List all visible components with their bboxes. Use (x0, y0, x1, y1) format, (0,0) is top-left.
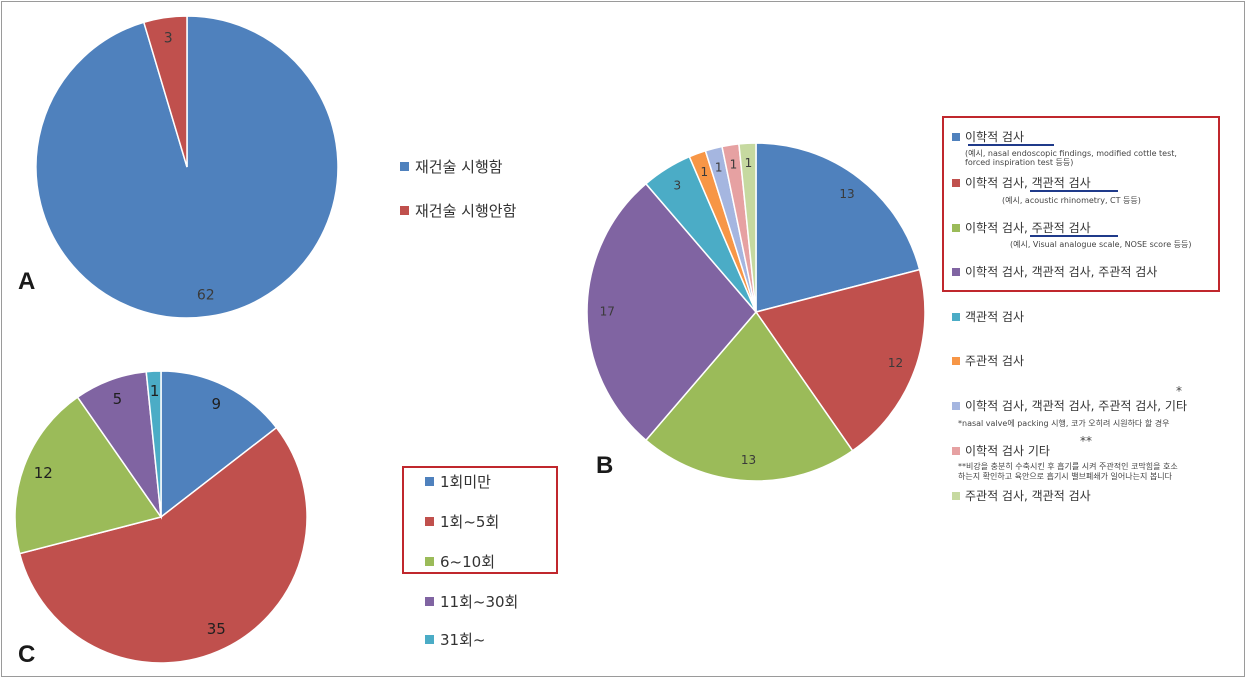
legend-b-item: 주관적 검사, 객관적 검사 (952, 487, 1091, 504)
legend-swatch (425, 557, 434, 566)
legend-b-footnote-2b: 하는지 확인하고 육안으로 흡기시 밸브폐쇄가 일어나는지 봅니다 (958, 472, 1172, 481)
legend-b-item: 이학적 검사, 주관적 검사 (952, 219, 1091, 236)
legend-b-item: 이학적 검사, 객관적 검사 (952, 174, 1091, 191)
legend-c-label-3: 11회~30회 (440, 593, 519, 611)
legend-a-label-1: 재건술 시행안함 (415, 202, 517, 220)
legend-swatch (952, 267, 960, 276)
pie-c-data-label-1: 35 (207, 620, 226, 638)
legend-b-label-2: 이학적 검사, 주관적 검사 (965, 221, 1091, 235)
legend-b-item: 객관적 검사 (952, 308, 1024, 325)
legend-b-item: 이학적 검사 (952, 128, 1024, 145)
legend-b-highlight-box (942, 116, 1220, 292)
legend-b-star-1: * (1176, 384, 1182, 398)
pie-b-slice-3 (586, 182, 757, 442)
legend-a-item: 재건술 시행안함 (400, 200, 516, 221)
legend-b-footnote-2a: **비강을 충분히 수축시킨 후 흡기를 시켜 주관적인 코막힘을 호소 (958, 462, 1178, 471)
underline-mark (1030, 235, 1118, 237)
pie-c-data-label-0: 9 (212, 395, 222, 413)
panel-label-b: B (596, 452, 614, 479)
pie-b-data-label-0: 13 (839, 187, 854, 201)
pie-b-data-label-4: 3 (674, 178, 682, 192)
legend-c-item: 31회~ (425, 629, 485, 650)
pie-b-data-label-1: 12 (888, 356, 903, 370)
legend-swatch (952, 401, 960, 410)
legend-c-item: 6~10회 (425, 551, 495, 572)
legend-b-item: 이학적 검사 기타 (952, 442, 1050, 459)
legend-c-highlight-box (402, 466, 558, 574)
legend-b-footnote-1: *nasal valve에 packing 시행, 코가 오히려 시원하다 할 … (958, 419, 1170, 428)
pie-b-slice-1 (754, 268, 926, 452)
pie-b-slice-2 (644, 310, 854, 482)
legend-a-label-0: 재건술 시행함 (415, 158, 503, 176)
legend-c-label-0: 1회미만 (440, 473, 491, 491)
legend-swatch (400, 206, 409, 215)
legend-b-label-1: 이학적 검사, 객관적 검사 (965, 176, 1091, 190)
pie-chart-a: 62 3 (35, 15, 339, 319)
underline-mark (1030, 190, 1118, 192)
legend-c-item: 11회~30회 (425, 591, 518, 612)
underline-mark (968, 144, 1054, 146)
legend-a-item: 재건술 시행함 (400, 156, 503, 177)
legend-b-label-3: 이학적 검사, 객관적 검사, 주관적 검사 (965, 265, 1158, 279)
pie-b-data-label-6: 1 (715, 161, 723, 175)
legend-c-item: 1회미만 (425, 471, 491, 492)
legend-swatch (952, 132, 960, 141)
pie-b-data-label-7: 1 (730, 157, 738, 171)
legend-b-label-0: 이학적 검사 (965, 130, 1025, 144)
legend-swatch (425, 517, 434, 526)
pie-b-data-label-8: 1 (745, 156, 753, 170)
legend-b-label-8: 주관적 검사, 객관적 검사 (965, 489, 1091, 503)
legend-swatch (425, 477, 434, 486)
legend-b-label-7: 이학적 검사 기타 (965, 444, 1050, 458)
pie-c-slice-4 (145, 370, 162, 518)
legend-swatch (952, 446, 960, 455)
legend-c-label-4: 31회~ (440, 631, 486, 649)
pie-c-data-label-3: 5 (113, 390, 123, 408)
legend-swatch (952, 491, 960, 500)
pie-c-data-label-4: 1 (150, 382, 160, 400)
panel-label-c: C (18, 641, 36, 668)
legend-swatch (425, 635, 434, 644)
pie-b-data-label-3: 17 (600, 305, 615, 319)
pie-b-data-label-2: 13 (741, 453, 756, 467)
pie-a-slice-1 (142, 15, 188, 168)
legend-swatch (425, 597, 434, 606)
pie-chart-c: 9 35 12 5 1 (14, 370, 308, 664)
legend-b-label-4: 객관적 검사 (965, 310, 1025, 324)
legend-c-label-2: 6~10회 (440, 553, 495, 571)
legend-b-star-2: ** (1080, 434, 1092, 448)
pie-a-data-label-1: 3 (164, 31, 173, 47)
pie-b-data-label-5: 1 (701, 165, 709, 179)
legend-b-item: 이학적 검사, 객관적 검사, 주관적 검사, 기타 (952, 397, 1187, 414)
legend-swatch (952, 356, 960, 365)
legend-b-note-2: (예시, acoustic rhinometry, CT 등등) (1002, 196, 1141, 205)
legend-b-note-3: (예시, Visual analogue scale, NOSE score 등… (1010, 240, 1192, 249)
panel-label-a: A (18, 268, 36, 295)
legend-b-note-1a: (예시, nasal endoscopic findings, modified… (965, 149, 1177, 158)
pie-b-slice-8 (738, 142, 757, 313)
legend-swatch (952, 223, 960, 232)
legend-b-note-1b: forced inspiration test 등등) (965, 158, 1074, 167)
legend-b-label-6: 이학적 검사, 객관적 검사, 주관적 검사, 기타 (965, 399, 1188, 413)
pie-c-slice-0 (160, 370, 278, 519)
legend-b-item: 이학적 검사, 객관적 검사, 주관적 검사 (952, 263, 1157, 280)
pie-b-slice-0 (755, 142, 921, 313)
legend-swatch (400, 162, 409, 171)
legend-c-label-1: 1회~5회 (440, 513, 500, 531)
legend-swatch (952, 178, 960, 187)
pie-c-slice-1 (18, 426, 308, 664)
legend-swatch (952, 312, 960, 321)
legend-b-label-5: 주관적 검사 (965, 354, 1025, 368)
pie-a-data-label-0: 62 (197, 287, 215, 303)
pie-c-slice-2 (14, 396, 163, 555)
legend-c-item: 1회~5회 (425, 511, 499, 532)
pie-c-data-label-2: 12 (34, 464, 53, 482)
legend-b-item: 주관적 검사 (952, 352, 1024, 369)
